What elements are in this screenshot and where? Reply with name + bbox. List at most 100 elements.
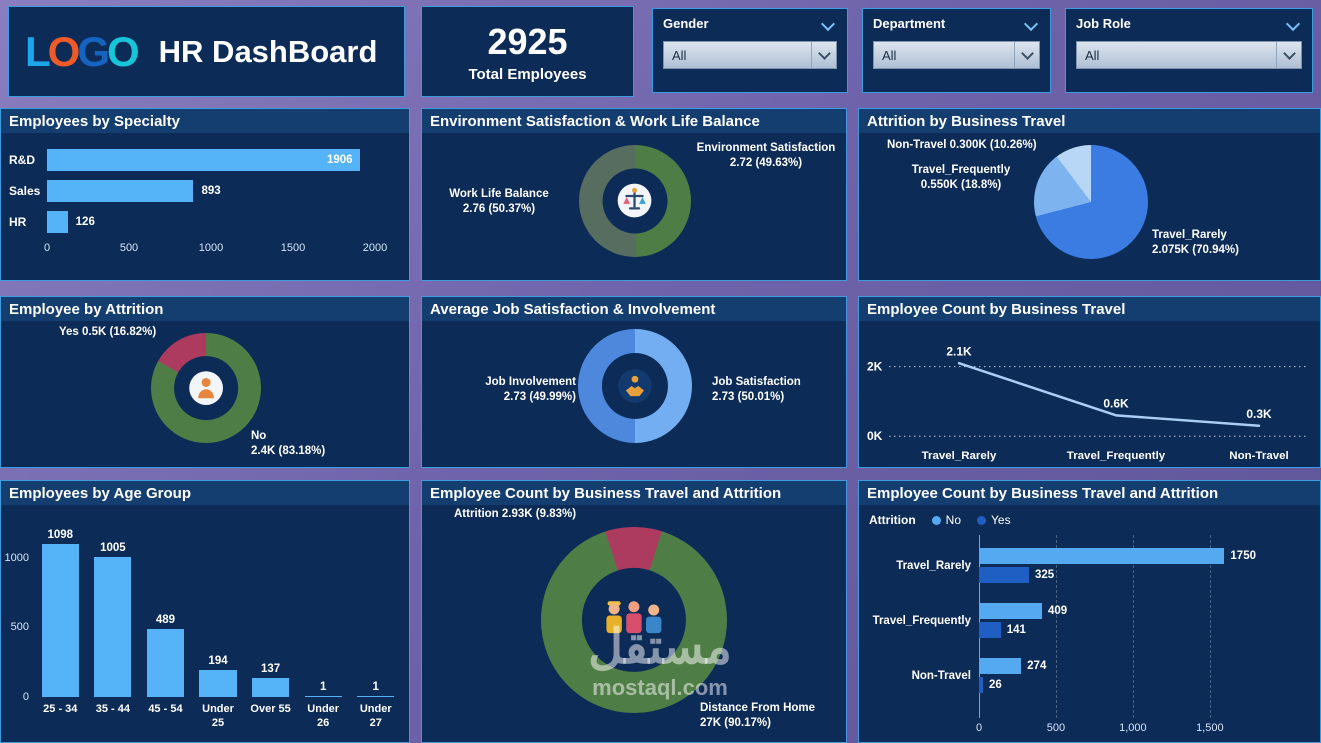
bar-value-label: 489 [155,613,176,626]
gridline [1209,535,1211,718]
bar[interactable] [357,696,395,697]
bar-row: Sales 893 [9,180,375,202]
panel-travel-attrition-bars: Employee Count by Business Travel and At… [858,480,1321,743]
bar-column: 1 Under 27 [352,511,399,740]
chart-title: Employees by Age Group [1,481,409,505]
department-dropdown[interactable]: All [873,41,1040,69]
x-axis-tick: 500 [119,242,139,254]
chevron-down-icon [1020,47,1034,60]
legend-item[interactable]: Yes [977,513,1011,527]
bar-value-label: 1 [372,681,379,693]
bar[interactable] [979,622,1001,638]
x-axis-tick: 2000 [362,242,388,254]
bar[interactable] [979,548,1225,564]
slice-label: Yes 0.5K (16.82%) [59,326,157,338]
category-label: Travel_Rarely [922,450,997,462]
vbar-chart: 0 500 1000 1098 25 - 34 1005 35 - 44 489 45 - 54… [1,505,409,740]
legend-dot [977,515,986,525]
plot-area: 1098 25 - 34 1005 35 - 44 489 45 - 54 194 Under… [37,511,399,740]
bar[interactable] [304,696,342,697]
filter-job-role: Job Role All [1065,8,1313,93]
donut-count_by_travel_attrition_donut[interactable] [541,527,727,713]
y-axis-tick: 500 [10,621,29,634]
chart-title: Employee Count by Business Travel and At… [422,481,846,505]
chevron-down-icon[interactable] [820,16,836,32]
bar-value-label: 274 [1027,660,1047,672]
filter-header: Job Role [1076,16,1302,32]
donut-hole [174,356,238,420]
category-label: Non-Travel [911,669,971,682]
bar[interactable] [47,211,68,233]
person-icon [188,370,224,406]
bar-value-label: 141 [1006,624,1026,636]
bar[interactable] [979,567,1029,583]
bar[interactable] [146,628,185,697]
donut-employee_by_attrition[interactable] [151,333,261,443]
point-label: 0.3K [1246,407,1272,421]
job-role-dropdown[interactable]: All [1076,41,1302,69]
chart-avg-satisfaction-involvement: Job Satisfaction 2.73 (50.01%) Job Involve… [422,321,846,465]
category-label: HR [9,215,27,229]
y-axis-tick: 2K [867,360,883,374]
bar-value-label: 325 [1035,569,1055,581]
total-employees-label: Total Employees [468,65,587,83]
panel-travel-attrition-donut: Employee Count by Business Travel and At… [421,480,847,743]
bar[interactable]: 1906 [47,149,360,171]
line-series[interactable] [957,361,1261,428]
panel-count-by-travel-line: Employee Count by Business Travel 2K 0K 2.… [858,296,1321,468]
bar-row: 274 [979,658,1256,674]
chart-title: Attrition by Business Travel [859,109,1320,133]
chart-title: Environment Satisfaction & Work Life Bal… [422,109,846,133]
point-label: 2.1K [946,344,972,358]
legend-label: Yes [991,513,1011,527]
panel-attrition-by-travel: Attrition by Business Travel Travel_Rare… [858,108,1321,281]
chart-attrition-by-travel: Travel_Rarely 2.075K (70.94%) Travel_Frequ… [859,133,1320,278]
bar[interactable] [41,544,79,697]
legend-item[interactable]: No [931,513,961,527]
filter-department-label: Department [873,16,946,31]
pie-attrition_by_travel[interactable] [1034,145,1148,259]
filter-gender-label: Gender [663,16,709,31]
slice-label: Work Life Balance 2.76 (50.37%) [449,188,549,215]
y-axis-tick: 1000 [4,551,29,564]
bar[interactable] [979,658,1022,674]
bar-row: 26 [979,677,1256,693]
slice-label: Travel_Rarely 2.075K (70.94%) [1152,229,1239,256]
dropdown-chevron-zone[interactable] [1276,42,1301,68]
donut-avg_job_satisfaction_involvement[interactable] [578,329,692,443]
slice-label: Job Involvement 2.73 (49.99%) [485,376,576,403]
bar-row: 325 [979,567,1256,583]
bar-value-label: 1750 [1230,550,1256,562]
chart-employees-by-age-group: 0 500 1000 1098 25 - 34 1005 35 - 44 489 45 - 54… [1,505,409,740]
filter-gender: Gender All [652,8,848,93]
bar[interactable] [199,670,237,697]
chevron-down-icon[interactable] [1023,16,1039,32]
gridline [1132,535,1134,718]
gender-dropdown-value: All [672,47,687,63]
slice-label: Job Satisfaction 2.73 (50.01%) [712,376,801,403]
dropdown-chevron-zone[interactable] [811,42,836,68]
panel-env-worklife: Environment Satisfaction & Work Life Bal… [421,108,847,281]
slice-label: No 2.4K (83.18%) [251,430,326,457]
bar[interactable] [251,677,290,697]
bar-row: 1750 [979,548,1256,564]
bar-row: 409 [979,603,1256,619]
dropdown-chevron-zone[interactable] [1014,42,1039,68]
category-label: Sales [9,184,41,198]
category-label: Under 26 [307,703,340,730]
bar-value-label: 1005 [100,542,126,555]
bar[interactable] [47,180,194,202]
bar[interactable] [979,603,1042,619]
donut-env_wlb[interactable] [579,145,691,257]
chevron-down-icon[interactable] [1285,16,1301,32]
chart-employees-by-specialty: R&D 1906 Sales 893 HR 126 0 500 1000 1500 2000 [1,133,409,278]
bar-value-label: 893 [201,185,221,197]
bar-row: 141 [979,622,1256,638]
gender-dropdown[interactable]: All [663,41,837,69]
bar[interactable] [94,557,132,697]
bar-value-label: 409 [1047,605,1068,617]
bar-value-label: 26 [989,679,1002,691]
x-axis-tick: 1,500 [1196,722,1224,734]
bar[interactable] [979,677,983,693]
